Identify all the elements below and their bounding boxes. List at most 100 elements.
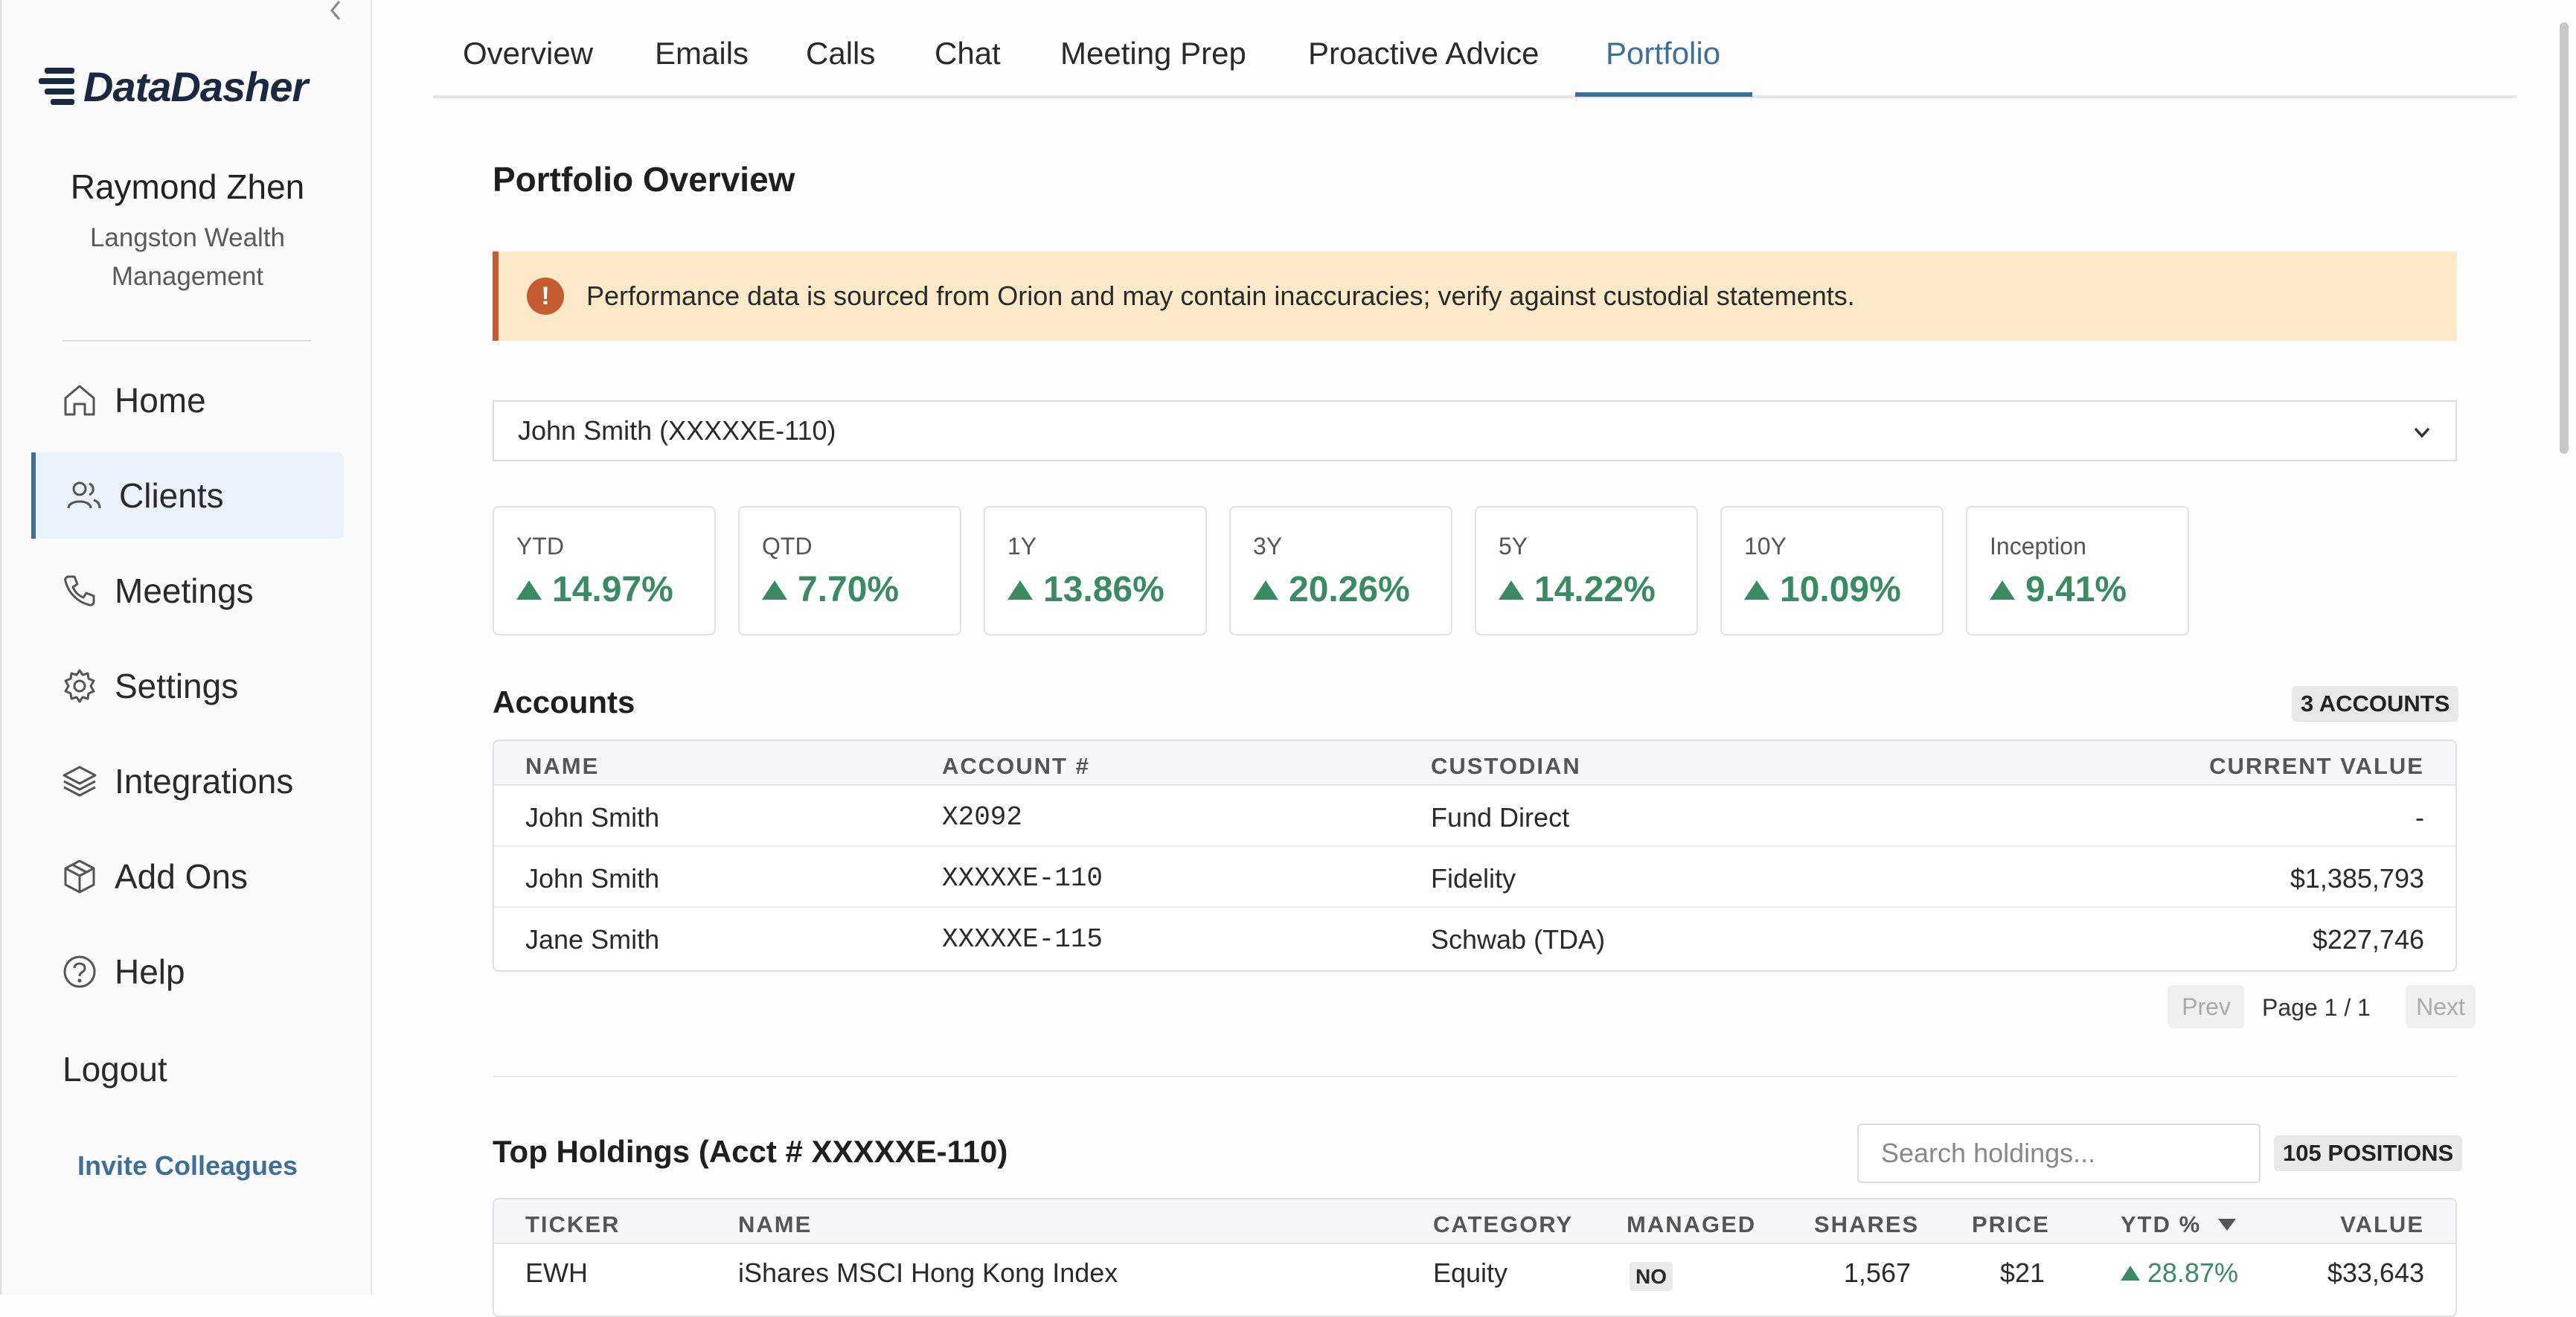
cell-value: - xyxy=(2415,802,2424,833)
sidebar-item-label: Home xyxy=(115,381,206,420)
cell-custodian: Fidelity xyxy=(1431,863,1516,894)
cell-name: John Smith xyxy=(525,802,660,833)
perf-value: 20.26% xyxy=(1289,570,1410,609)
table-row[interactable]: John Smith XXXXXE-110 Fidelity $1,385,79… xyxy=(494,847,2455,908)
perf-label: Inception xyxy=(1990,533,2086,560)
chevron-down-icon xyxy=(2414,427,2430,438)
page-title: Portfolio Overview xyxy=(493,160,795,199)
tab-meeting-prep[interactable]: Meeting Prep xyxy=(1060,36,1246,71)
prev-page-button[interactable]: Prev xyxy=(2168,985,2244,1028)
table-header: TICKER NAME CATEGORY MANAGED SHARES PRIC… xyxy=(494,1199,2455,1244)
table-header: NAME ACCOUNT # CUSTODIAN CURRENT VALUE xyxy=(494,741,2455,786)
column-header[interactable]: NAME xyxy=(525,753,600,779)
perf-value: 13.86% xyxy=(1043,570,1164,609)
cell-account: XXXXXE-115 xyxy=(942,924,1103,955)
perf-card-10y: 10Y 10.09% xyxy=(1720,506,1944,635)
invite-colleagues-link[interactable]: Invite Colleagues xyxy=(77,1150,298,1181)
perf-value: 14.97% xyxy=(552,570,673,609)
column-header-label: YTD % xyxy=(2121,1211,2202,1237)
sidebar-item-settings[interactable]: Settings xyxy=(31,643,344,729)
tab-emails[interactable]: Emails xyxy=(655,36,749,71)
tab-proactive-advice[interactable]: Proactive Advice xyxy=(1308,36,1539,71)
tab-bar: Overview Emails Calls Chat Meeting Prep … xyxy=(433,0,2516,98)
column-header[interactable]: MANAGED xyxy=(1627,1211,1757,1237)
tab-portfolio[interactable]: Portfolio xyxy=(1606,36,1721,71)
sidebar-item-label: Clients xyxy=(119,476,224,515)
section-divider xyxy=(493,1076,2457,1077)
perf-label: YTD xyxy=(516,533,564,560)
warning-alert: ! Performance data is sourced from Orion… xyxy=(493,251,2457,341)
logo-icon xyxy=(39,67,74,105)
table-row[interactable]: John Smith X2092 Fund Direct - xyxy=(494,786,2455,847)
up-arrow-icon xyxy=(1253,580,1278,600)
tab-overview[interactable]: Overview xyxy=(463,36,594,71)
alert-icon: ! xyxy=(527,278,564,315)
tab-calls[interactable]: Calls xyxy=(806,36,876,71)
perf-value: 7.70% xyxy=(798,570,900,609)
page-indicator: Page 1 / 1 xyxy=(2262,994,2371,1021)
cell-name: John Smith xyxy=(525,863,660,894)
ytd-value: 28.87% xyxy=(2147,1257,2238,1288)
perf-value: 14.22% xyxy=(1534,570,1656,609)
table-row[interactable]: EWH iShares MSCI Hong Kong Index Equity … xyxy=(494,1244,2455,1305)
sidebar-item-meetings[interactable]: Meetings xyxy=(31,548,344,634)
column-header[interactable]: ACCOUNT # xyxy=(942,753,1090,779)
tab-chat[interactable]: Chat xyxy=(935,36,1001,71)
column-header[interactable]: VALUE xyxy=(2340,1211,2424,1237)
cell-name: iShares MSCI Hong Kong Index xyxy=(738,1257,1118,1288)
scrollbar[interactable] xyxy=(2560,22,2569,454)
perf-card-5y: 5Y 14.22% xyxy=(1475,506,1698,635)
perf-label: 10Y xyxy=(1744,533,1787,560)
cell-value: $1,385,793 xyxy=(2290,863,2424,894)
sidebar-item-label: Meetings xyxy=(115,571,254,610)
sidebar-item-add-ons[interactable]: Add Ons xyxy=(31,833,344,920)
table-row[interactable]: Jane Smith XXXXXE-115 Schwab (TDA) $227,… xyxy=(494,908,2455,969)
help-icon xyxy=(63,955,96,988)
up-arrow-icon xyxy=(516,580,542,600)
sidebar-divider xyxy=(63,340,311,342)
accounts-table: NAME ACCOUNT # CUSTODIAN CURRENT VALUE J… xyxy=(493,740,2457,972)
sidebar-item-help[interactable]: Help xyxy=(31,929,344,1015)
column-header[interactable]: CATEGORY xyxy=(1433,1211,1574,1237)
sidebar-item-home[interactable]: Home xyxy=(31,357,344,443)
search-holdings-input[interactable] xyxy=(1857,1124,2261,1183)
column-header[interactable]: CUSTODIAN xyxy=(1431,753,1581,779)
column-header-sorted[interactable]: YTD % xyxy=(2121,1211,2237,1238)
alert-text: Performance data is sourced from Orion a… xyxy=(586,281,1855,311)
column-header[interactable]: NAME xyxy=(738,1211,813,1237)
perf-card-3y: 3Y 20.26% xyxy=(1229,506,1452,635)
sidebar-item-label: Help xyxy=(115,952,185,991)
layers-icon xyxy=(63,766,97,797)
sort-desc-icon xyxy=(2217,1219,2236,1231)
sidebar-item-integrations[interactable]: Integrations xyxy=(31,738,344,824)
up-arrow-icon xyxy=(762,580,787,600)
column-header[interactable]: PRICE xyxy=(1972,1211,2050,1237)
brand-name: DataDasher xyxy=(83,63,308,110)
sidebar-item-label: Integrations xyxy=(115,762,294,801)
cell-category: Equity xyxy=(1433,1257,1508,1288)
up-arrow-icon xyxy=(2120,1266,2140,1281)
home-icon xyxy=(64,385,95,416)
account-select[interactable]: John Smith (XXXXXE-110) xyxy=(493,400,2457,461)
accounts-count-badge: 3 ACCOUNTS xyxy=(2292,686,2459,722)
sidebar-item-clients[interactable]: Clients xyxy=(31,452,344,539)
collapse-sidebar-icon[interactable] xyxy=(324,0,351,22)
perf-label: QTD xyxy=(762,533,813,560)
cell-shares: 1,567 xyxy=(1843,1257,1911,1288)
perf-card-ytd: YTD 14.97% xyxy=(493,506,716,635)
users-icon xyxy=(67,481,101,509)
package-icon xyxy=(64,859,95,894)
up-arrow-icon xyxy=(1990,580,2015,600)
sidebar-item-label: Settings xyxy=(115,667,239,705)
cell-price: $21 xyxy=(1999,1257,2045,1288)
perf-card-inception: Inception 9.41% xyxy=(1966,506,2189,635)
user-org: Langston Wealth Management xyxy=(89,223,286,291)
account-select-value: John Smith (XXXXXE-110) xyxy=(518,415,836,446)
next-page-button[interactable]: Next xyxy=(2406,985,2475,1028)
column-header[interactable]: TICKER xyxy=(525,1211,621,1237)
perf-label: 5Y xyxy=(1499,533,1528,560)
perf-card-qtd: QTD 7.70% xyxy=(738,506,961,635)
column-header[interactable]: CURRENT VALUE xyxy=(2209,753,2424,779)
column-header[interactable]: SHARES xyxy=(1814,1211,1920,1237)
logout-link[interactable]: Logout xyxy=(63,1050,167,1089)
